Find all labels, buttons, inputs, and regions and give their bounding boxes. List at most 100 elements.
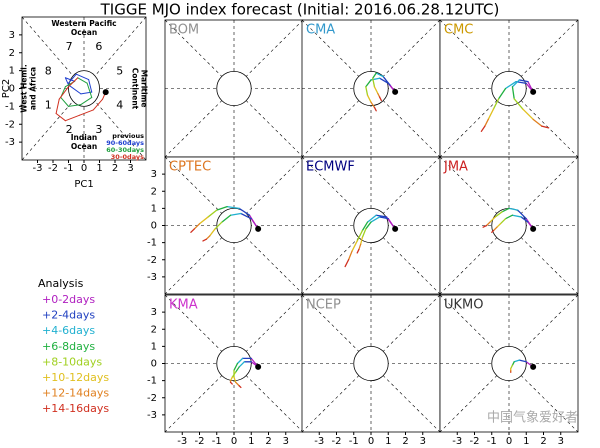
track-segment [366, 214, 377, 223]
panel-label: BOM [169, 23, 199, 38]
legend-entry: 90-60days [106, 139, 144, 147]
track-segment [356, 229, 364, 242]
initial-point [530, 225, 537, 232]
x-tick-label: 3 [558, 436, 564, 447]
legend-entry: 60-30days [106, 146, 144, 154]
y-tick-label: 2 [9, 48, 15, 59]
track-segment [504, 214, 514, 220]
x-tick-label: -2 [195, 436, 205, 447]
legend-entry: +4-6days [42, 324, 95, 337]
x-tick-label: 1 [96, 163, 102, 174]
region-label: Indian [71, 133, 97, 142]
track-segment [499, 217, 507, 225]
legend-entry: +12-14days [42, 387, 109, 400]
track-segment [375, 214, 388, 218]
y-tick-label: -3 [5, 137, 15, 148]
track-segment [511, 86, 515, 100]
track-segment [216, 206, 228, 211]
region-label: Ocean [71, 28, 97, 37]
x-tick-label: -3 [33, 163, 43, 174]
track-segment [492, 226, 498, 232]
region-label: Maritime [140, 70, 149, 108]
initial-point [392, 225, 399, 232]
track-segment [205, 235, 211, 240]
track-segment [492, 98, 500, 110]
track-segment [190, 228, 195, 234]
track-segment [497, 87, 507, 100]
y-tick-label: 0 [151, 359, 157, 370]
y-tick-label: -1 [147, 238, 157, 249]
initial-point [530, 363, 537, 370]
track-segment [231, 371, 237, 378]
unit-circle [216, 207, 252, 244]
chart-title: TIGGE MJO index forecast (Initial: 2016.… [100, 1, 500, 19]
x-tick-label: 3 [283, 436, 289, 447]
track-segment [487, 108, 495, 120]
track-segment [366, 94, 372, 103]
track-segment [494, 211, 503, 218]
track-segment [541, 125, 550, 129]
track-segment [511, 214, 522, 218]
x-tick-label: -1 [212, 436, 222, 447]
track-segment [496, 223, 502, 228]
x-tick-label: 2 [265, 436, 271, 447]
panel-label: JMA [443, 160, 468, 175]
x-tick-label: -3 [452, 436, 462, 447]
legend-entry: +14-16days [42, 402, 109, 415]
panel-label: KMA [169, 298, 198, 313]
region-label: Ocean [71, 142, 97, 151]
y-tick-label: 3 [151, 307, 157, 318]
track-segment [485, 221, 491, 227]
track-segment [504, 81, 517, 90]
x-tick-label: -3 [314, 436, 324, 447]
y-tick-label: 1 [151, 203, 157, 214]
track-segment [60, 96, 69, 107]
track-segment [64, 77, 76, 82]
track-segment [518, 79, 529, 83]
track-segment [484, 118, 489, 127]
x-tick-label: 2 [402, 436, 408, 447]
track-segment [532, 118, 543, 127]
track-segment [511, 79, 520, 88]
phase-line [21, 16, 147, 161]
track-segment [516, 209, 527, 220]
legend-title: previous [112, 132, 144, 140]
track-segment [513, 98, 524, 110]
x-tick-label: -2 [332, 436, 342, 447]
legend-entry: +0-2days [42, 293, 95, 306]
track-segment [522, 108, 534, 120]
track-segment [209, 228, 216, 237]
x-tick-label: 1 [385, 436, 391, 447]
legend-title: Analysis [38, 277, 84, 290]
y-tick-label: -3 [147, 272, 157, 283]
x-tick-label: -1 [349, 436, 359, 447]
initial-point [392, 88, 399, 95]
legend-entry: +10-12days [42, 371, 109, 384]
unit-circle [216, 70, 252, 107]
track-segment [513, 359, 520, 363]
y-tick-label: 2 [151, 324, 157, 335]
track-segment [235, 366, 240, 373]
legend-entry: +6-8days [42, 340, 95, 353]
unit-circle [353, 345, 389, 382]
legend-entry: 30-0days [111, 153, 144, 161]
phase-number: 7 [66, 40, 73, 53]
track-segment [68, 84, 82, 95]
track-segment [372, 77, 376, 88]
track-segment [370, 101, 376, 108]
track-segment [501, 207, 510, 213]
y-tick-label: -2 [147, 255, 157, 266]
track-segment [68, 104, 82, 107]
x-tick-label: 0 [231, 436, 237, 447]
x-axis-label: PC1 [74, 179, 93, 190]
x-tick-label: 1 [248, 436, 254, 447]
track-segment [365, 86, 369, 96]
unit-circle [491, 70, 527, 107]
track-segment [358, 243, 362, 251]
x-tick-label: 1 [523, 436, 529, 447]
track-segment [233, 362, 239, 372]
track-segment [214, 221, 223, 230]
track-segment [489, 216, 496, 223]
y-tick-label: 3 [9, 30, 15, 41]
track-segment [233, 376, 237, 383]
